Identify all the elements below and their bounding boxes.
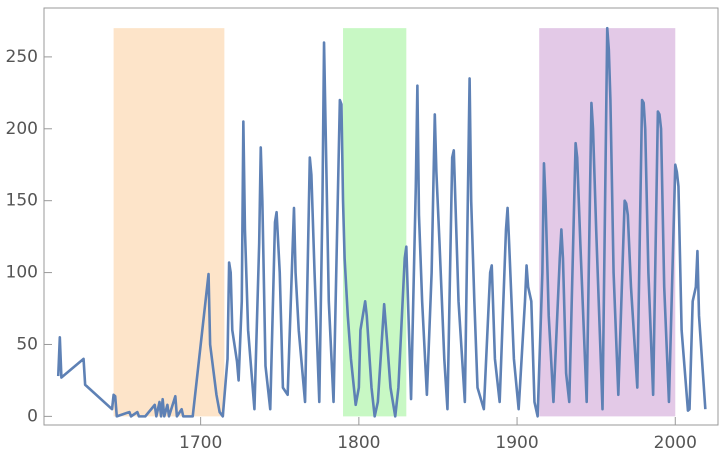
x-tick-label: 2000 [654,433,697,453]
y-tick-label: 50 [16,334,38,354]
y-tick-label: 200 [6,119,38,139]
y-tick-label: 0 [27,406,38,426]
x-tick-label: 1700 [179,433,222,453]
y-tick-label: 100 [6,263,38,283]
shaded-region [113,28,225,417]
x-tick-label: 1900 [495,433,538,453]
y-tick-label: 250 [6,47,38,67]
data-line [56,26,707,418]
x-tick-label: 1800 [337,433,380,453]
y-tick-label: 150 [6,191,38,211]
plot-frame [43,7,719,426]
shaded-region [343,28,407,417]
